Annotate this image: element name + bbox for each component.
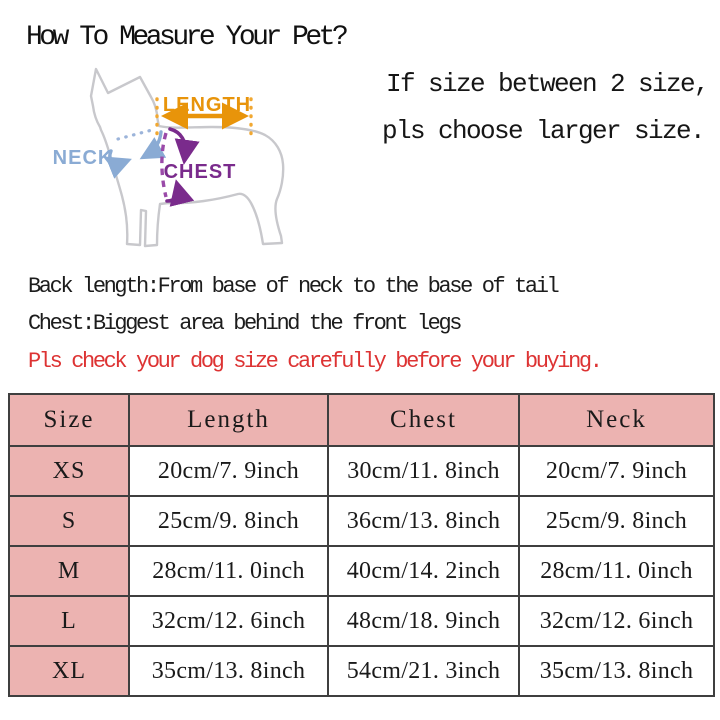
neck-arrow-large	[139, 130, 167, 160]
table-row-xl: XL 35cm/13. 8inch 54cm/21. 3inch 35cm/13…	[8, 645, 715, 697]
cell-neck-xs: 20cm/7. 9inch	[518, 445, 715, 497]
table-row-s: S 25cm/9. 8inch 36cm/13. 8inch 25cm/9. 8…	[8, 495, 715, 547]
pet-measure-diagram: LENGTH NECK CHEST	[53, 67, 285, 248]
header-cell-chest: Chest	[327, 393, 520, 447]
page-title: How To Measure Your Pet?	[26, 22, 349, 53]
size-table: Size Length Chest Neck XS 20cm/7. 9inch …	[8, 393, 715, 697]
cell-length-m: 28cm/11. 0inch	[128, 545, 329, 597]
cell-neck-m: 28cm/11. 0inch	[518, 545, 715, 597]
cell-size-m: M	[8, 545, 130, 597]
chest-dashed-line	[160, 132, 168, 198]
cell-length-l: 32cm/12. 6inch	[128, 595, 329, 647]
cell-size-l: L	[8, 595, 130, 647]
neck-label: NECK	[53, 147, 114, 169]
table-row-m: M 28cm/11. 0inch 40cm/14. 2inch 28cm/11.…	[8, 545, 715, 597]
header-cell-neck: Neck	[518, 393, 715, 447]
cell-chest-s: 36cm/13. 8inch	[327, 495, 520, 547]
cell-size-s: S	[8, 495, 130, 547]
cell-size-xs: XS	[8, 445, 130, 497]
size-note-line-1: If size between 2 size,	[386, 69, 710, 99]
cell-length-s: 25cm/9. 8inch	[128, 495, 329, 547]
length-label: LENGTH	[163, 94, 251, 116]
cell-length-xl: 35cm/13. 8inch	[128, 645, 329, 697]
warning-text: Pls check your dog size carefully before…	[28, 349, 603, 374]
cell-chest-m: 40cm/14. 2inch	[327, 545, 520, 597]
chest-arrow-top	[168, 127, 200, 165]
table-row-l: L 32cm/12. 6inch 48cm/18. 9inch 32cm/12.…	[8, 595, 715, 647]
cell-neck-s: 25cm/9. 8inch	[518, 495, 715, 547]
cell-chest-l: 48cm/18. 9inch	[327, 595, 520, 647]
cell-neck-xl: 35cm/13. 8inch	[518, 645, 715, 697]
neck-arrow-small	[105, 149, 132, 179]
instruction-back-length: Back length:From base of neck to the bas…	[28, 274, 560, 299]
table-row-xs: XS 20cm/7. 9inch 30cm/11. 8inch 20cm/7. …	[8, 445, 715, 497]
cell-length-xs: 20cm/7. 9inch	[128, 445, 329, 497]
header-cell-length: Length	[128, 393, 329, 447]
size-note-line-2: pls choose larger size.	[382, 116, 706, 146]
neck-dotted-line	[116, 128, 154, 141]
table-header-row: Size Length Chest Neck	[8, 393, 715, 447]
chest-arrow-bottom	[165, 179, 195, 207]
header-cell-size: Size	[8, 393, 130, 447]
instruction-chest: Chest:Biggest area behind the front legs	[28, 311, 462, 336]
chest-label: CHEST	[164, 161, 237, 183]
cell-chest-xs: 30cm/11. 8inch	[327, 445, 520, 497]
cell-size-xl: XL	[8, 645, 130, 697]
cell-chest-xl: 54cm/21. 3inch	[327, 645, 520, 697]
cell-neck-l: 32cm/12. 6inch	[518, 595, 715, 647]
